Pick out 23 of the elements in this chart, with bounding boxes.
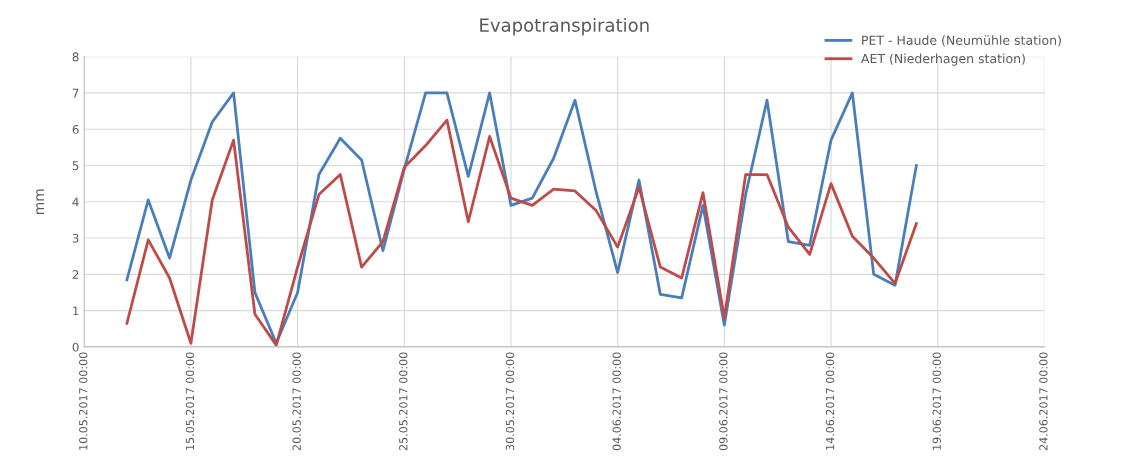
y-tick-label: 1 <box>73 306 79 316</box>
y-tick-label: 2 <box>72 270 79 279</box>
chart-title: Evapotranspiration <box>480 17 649 36</box>
y-axis-title: mm <box>36 189 44 215</box>
x-tick-label: 30.05.2017 00:00 <box>505 352 515 451</box>
x-tick-label: 09.06.2017 00:00 <box>719 352 728 451</box>
y-tick-label: 8 <box>72 52 79 62</box>
x-tick-label: 25.05.2017 00:00 <box>399 352 408 451</box>
y-tick-label: 0 <box>72 342 79 352</box>
x-tick-label: 15.05.2017 00:00 <box>185 352 195 450</box>
x-tick-label: 04.06.2017 00:00 <box>612 352 621 451</box>
x-tick-label: 14.06.2017 00:00 <box>825 352 835 450</box>
x-tick-label: 20.05.2017 00:00 <box>292 352 301 451</box>
y-tick-label: 7 <box>72 88 79 98</box>
x-tick-label: 10.05.2017 00:00 <box>79 352 88 450</box>
legend-label: PET - Haude (Neumühle station) <box>862 35 1061 47</box>
x-tick-label: 24.06.2017 00:00 <box>1039 352 1048 451</box>
y-tick-label: 5 <box>72 161 79 171</box>
y-tick-label: 3 <box>72 233 79 243</box>
x-tick-label: 19.06.2017 00:00 <box>932 352 941 450</box>
y-tick-label: 6 <box>72 124 79 134</box>
y-tick-label: 4 <box>72 197 79 207</box>
legend-label: AET (Niederhagen station) <box>861 53 1025 66</box>
